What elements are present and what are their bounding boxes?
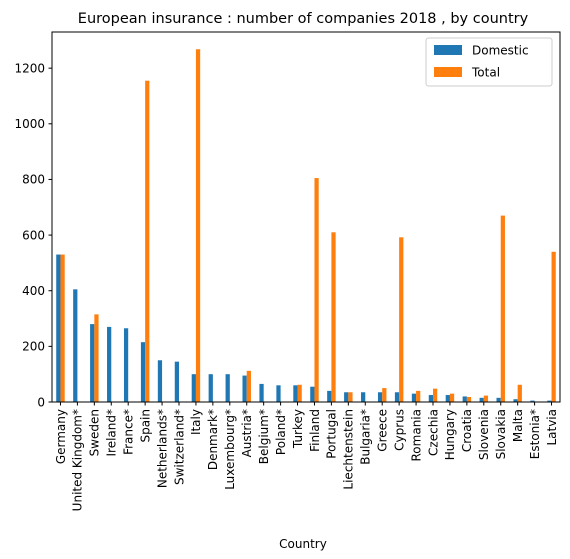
y-tick-label: 200 (22, 340, 45, 354)
bar-domestic-switzerland (174, 361, 179, 402)
bar-total-slovakia (500, 215, 505, 402)
y-tick-label: 800 (22, 173, 45, 187)
bar-domestic-czechia (428, 395, 433, 402)
bar-domestic-ireland (107, 326, 112, 402)
bar-domestic-denmark (208, 374, 213, 402)
y-tick-label: 1000 (14, 117, 45, 131)
x-tick-label: Czechia (426, 409, 440, 456)
y-tick-label: 0 (37, 395, 45, 409)
bar-domestic-united-kingdom (73, 289, 78, 402)
x-tick-label: Greece (376, 409, 390, 452)
x-tick-label: Austria* (240, 409, 254, 457)
x-tick-label: Bulgaria* (359, 409, 373, 465)
x-tick-label: Liechtenstein (342, 409, 356, 490)
x-tick-label: Finland (308, 409, 322, 452)
bar-domestic-slovenia (479, 397, 484, 402)
x-tick-label: France* (122, 409, 136, 455)
bar-total-spain (145, 80, 150, 403)
bar-domestic-slovakia (496, 397, 501, 402)
bar-total-slovenia (483, 395, 489, 402)
bar-domestic-romania (411, 393, 417, 402)
x-tick-label: Belgium* (257, 409, 271, 464)
chart-title: European insurance : number of companies… (78, 11, 529, 27)
bar-total-hungary (449, 393, 455, 402)
bar-domestic-greece (377, 392, 383, 402)
x-tick-label: Luxembourg* (223, 409, 237, 490)
bar-total-romania (416, 390, 421, 402)
x-tick-label: Turkey (291, 409, 305, 449)
bar-domestic-estonia (530, 400, 535, 402)
bar-domestic-bulgaria (361, 392, 366, 402)
x-tick-label: Romania (409, 409, 423, 461)
bar-total-germany (60, 254, 65, 402)
plot-area: 0 200 400 600 800 1000 1200 Germany United Kingd… (14, 49, 559, 511)
x-tick-label: Slovakia (494, 409, 508, 459)
x-tick-label: Slovenia (477, 409, 491, 460)
bar-domestic-croatia (462, 396, 467, 402)
x-tick-label: Sweden (88, 409, 102, 456)
x-tick-label: Cyprus (392, 409, 406, 451)
bar-domestic-italy (191, 374, 196, 402)
bar-total-cyprus (399, 237, 404, 402)
x-tick-label: Poland* (274, 409, 288, 455)
bar-domestic-belgium (259, 383, 264, 402)
bar-total-malta (517, 384, 522, 402)
bar-total-liechtenstein (348, 392, 353, 402)
bar-domestic-netherlands (157, 360, 163, 402)
x-axis-label: Country (279, 537, 327, 551)
x-tick-label: Denmark* (206, 409, 220, 470)
x-tick-label: Spain (138, 409, 152, 443)
x-tick-label: Ireland* (105, 409, 119, 457)
bar-domestic-portugal (327, 390, 332, 402)
x-tick-label: Portugal (325, 409, 339, 459)
x-tick-label: Switzerland* (172, 409, 186, 485)
bar-total-finland (314, 178, 319, 402)
bar-domestic-liechtenstein (344, 392, 349, 402)
bar-total-sweden (94, 314, 99, 402)
bar-domestic-malta (513, 399, 518, 402)
x-tick-label: Italy (189, 409, 203, 435)
x-tick-label: United Kingdom* (71, 409, 85, 511)
legend-label-total: Total (471, 66, 500, 80)
bar-domestic-austria (242, 375, 247, 402)
bar-domestic-cyprus (394, 392, 400, 402)
bar-domestic-hungary (445, 395, 450, 402)
bar-domestic-finland (310, 386, 315, 402)
bar-domestic-poland (276, 385, 281, 402)
bar-total-italy (195, 49, 201, 403)
x-tick-label: Latvia (545, 409, 559, 446)
bar-total-czechia (433, 388, 438, 402)
bar-domestic-sweden (90, 324, 95, 402)
x-tick-label: Estonia* (528, 409, 542, 459)
bar-total-portugal (331, 232, 336, 402)
bar-domestic-spain (140, 342, 146, 402)
legend-label-domestic: Domestic (472, 44, 529, 58)
legend-swatch-domestic (434, 45, 462, 55)
bar-total-austria (246, 370, 251, 402)
legend: Domestic Total (425, 37, 553, 87)
y-tick-label: 600 (22, 228, 45, 242)
x-tick-label: Netherlands* (155, 409, 169, 488)
x-tick-label: Malta (511, 409, 525, 442)
bar-domestic-turkey (293, 385, 298, 402)
y-tick-label: 1200 (14, 61, 45, 75)
bar-total-greece (382, 388, 387, 402)
y-tick-label: 400 (22, 284, 45, 298)
bar-total-turkey (297, 384, 302, 402)
bar-domestic-latvia (547, 400, 552, 402)
bar-domestic-france (123, 328, 129, 402)
plot-frame (51, 31, 561, 403)
bar-total-croatia (466, 396, 472, 402)
x-tick-label: Croatia (460, 409, 474, 452)
bar-total-latvia (551, 251, 556, 402)
bar-domestic-germany (56, 254, 61, 402)
bar-domestic-luxembourg (225, 374, 230, 402)
legend-swatch-total (434, 67, 462, 77)
x-tick-label: Germany (54, 409, 68, 464)
x-tick-label: Hungary (443, 409, 457, 460)
